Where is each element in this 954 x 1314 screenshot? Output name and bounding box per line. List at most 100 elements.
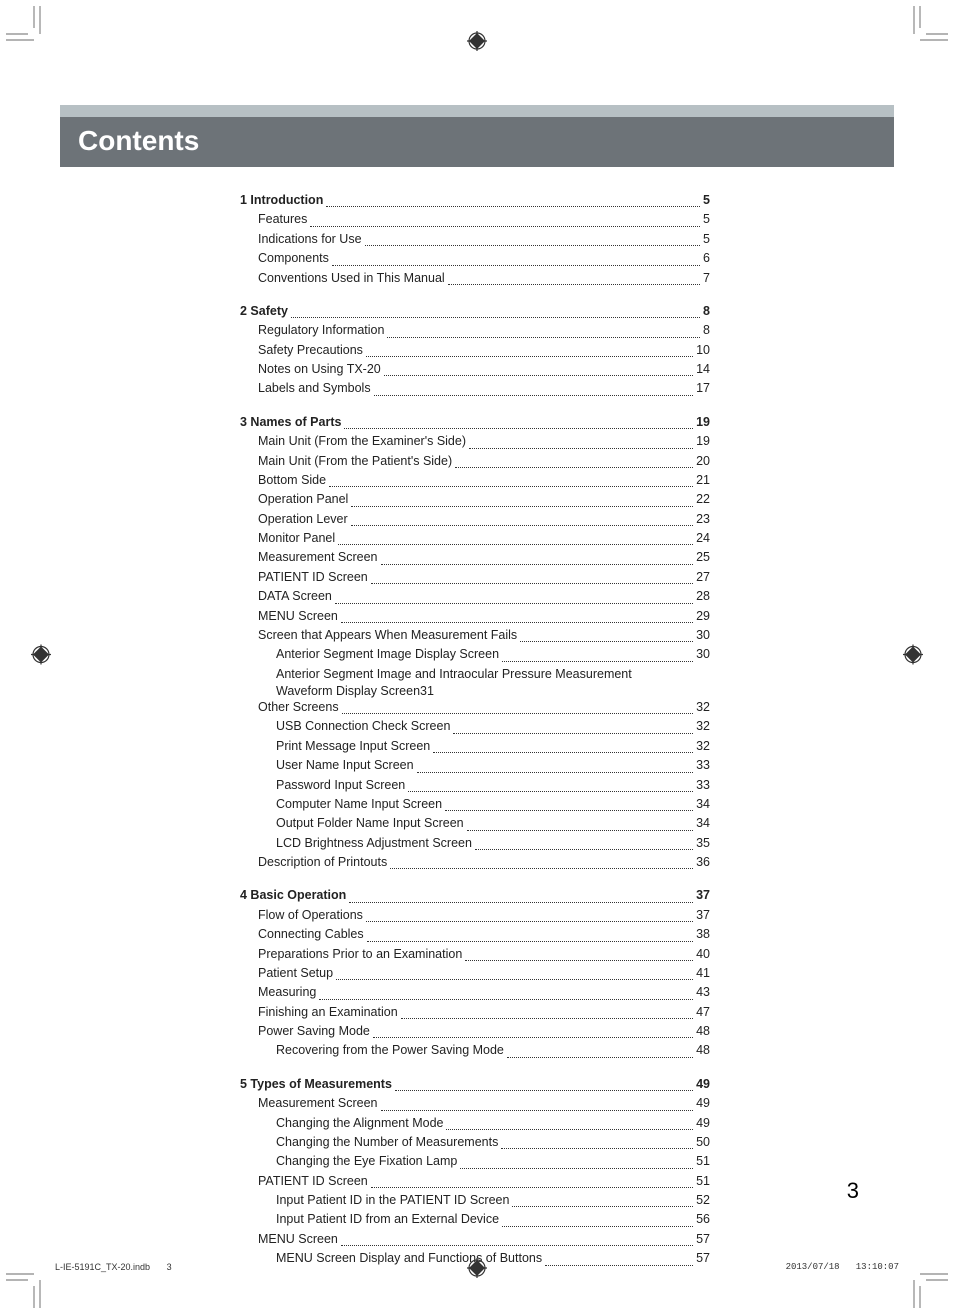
toc-entry: Main Unit (From the Patient's Side)20 [240,452,710,471]
toc-entry-label: 3 Names of Parts [240,413,341,432]
contents-title-bar: Contents [60,105,894,167]
crop-mark-top-right [904,6,948,50]
toc-entry: Notes on Using TX-20 14 [240,360,710,379]
toc-entry-page: 8 [703,302,710,321]
toc-entry-label: Preparations Prior to an Examination [258,945,462,964]
toc-entry-page: 27 [696,568,710,587]
toc-entry: 3 Names of Parts19 [240,413,710,432]
toc-entry: Regulatory Information8 [240,321,710,340]
toc-entry-label: Print Message Input Screen [276,737,430,756]
toc-entry-page: 22 [696,490,710,509]
toc-entry: Print Message Input Screen32 [240,737,710,756]
toc-entry-label: DATA Screen [258,587,332,606]
toc-leader-dots [366,921,693,922]
toc-entry-label: Input Patient ID from an External Device [276,1210,499,1229]
toc-entry-label: USB Connection Check Screen [276,717,450,736]
toc-entry-page: 32 [696,717,710,736]
registration-mark-right [902,644,924,671]
toc-entry: Safety Precautions10 [240,341,710,360]
toc-entry-page: 40 [696,945,710,964]
toc-leader-dots [336,979,693,980]
toc-leader-dots [319,999,693,1000]
toc-entry-page: 50 [696,1133,710,1152]
toc-section: 2 Safety 8Regulatory Information8Safety P… [240,302,710,399]
toc-leader-dots [408,791,693,792]
toc-entry-label: 2 Safety [240,302,288,321]
crop-mark-bottom-right [904,1264,948,1308]
toc-entry: MENU Screen57 [240,1230,710,1249]
toc-leader-dots [446,1129,693,1130]
toc-section: 4 Basic Operation37Flow of Operations37C… [240,886,710,1060]
registration-mark-left [30,644,52,671]
toc-entry-page: 31 [420,684,434,698]
manual-page: Contents 1 Introduction5Features5Indicat… [0,0,954,1314]
toc-leader-dots [332,265,700,266]
toc-entry-page: 7 [703,269,710,288]
toc-entry: 2 Safety 8 [240,302,710,321]
table-of-contents: 1 Introduction5Features5Indications for … [240,191,710,1269]
toc-entry-label: PATIENT ID Screen [258,568,368,587]
toc-entry: Recovering from the Power Saving Mode48 [240,1041,710,1060]
contents-title: Contents [78,125,199,157]
toc-entry: Main Unit (From the Examiner's Side)19 [240,432,710,451]
toc-entry-page: 49 [696,1114,710,1133]
toc-leader-dots [371,1187,693,1188]
toc-entry-page: 37 [696,886,710,905]
toc-entry-page: 33 [696,776,710,795]
toc-entry: Other Screens32 [240,698,710,717]
toc-entry: Finishing an Examination47 [240,1003,710,1022]
toc-entry: 5 Types of Measurements 49 [240,1075,710,1094]
toc-entry: Screen that Appears When Measurement Fai… [240,626,710,645]
toc-section: 5 Types of Measurements 49Measurement Scr… [240,1075,710,1269]
toc-leader-dots [365,245,701,246]
toc-entry-page: 23 [696,510,710,529]
toc-entry: Measurement Screen49 [240,1094,710,1113]
toc-entry-label: Components [258,249,329,268]
toc-leader-dots [453,733,693,734]
toc-entry: PATIENT ID Screen51 [240,1172,710,1191]
toc-entry-label: 5 Types of Measurements [240,1075,392,1094]
toc-entry-page: 8 [703,321,710,340]
toc-entry-label: Operation Panel [258,490,348,509]
toc-leader-dots [390,868,693,869]
toc-leader-dots [520,641,693,642]
toc-entry-label: Bottom Side [258,471,326,490]
toc-entry-page: 57 [696,1230,710,1249]
toc-leader-dots [381,1110,694,1111]
toc-entry-label: Connecting Cables [258,925,364,944]
toc-entry-label: Changing the Alignment Mode [276,1114,443,1133]
toc-entry-page: 43 [696,983,710,1002]
toc-entry-page: 47 [696,1003,710,1022]
toc-entry-label: Computer Name Input Screen [276,795,442,814]
toc-entry-label: Operation Lever [258,510,348,529]
footer-time: 13:10:07 [856,1262,899,1272]
toc-entry-page: 29 [696,607,710,626]
toc-entry: 4 Basic Operation37 [240,886,710,905]
toc-entry: Password Input Screen 33 [240,776,710,795]
toc-entry: Anterior Segment Image Display Screen30 [240,645,710,664]
toc-entry-label: Measuring [258,983,316,1002]
toc-entry-page: 38 [696,925,710,944]
toc-entry-label: Power Saving Mode [258,1022,370,1041]
toc-entry-page: 5 [703,191,710,210]
toc-entry: Conventions Used in This Manual7 [240,269,710,288]
toc-leader-dots [381,564,694,565]
toc-leader-dots [341,1245,693,1246]
toc-entry: Flow of Operations37 [240,906,710,925]
toc-entry: User Name Input Screen33 [240,756,710,775]
toc-entry-label: Password Input Screen [276,776,405,795]
toc-entry-label: Changing the Number of Measurements [276,1133,498,1152]
toc-entry-label: Patient Setup [258,964,333,983]
toc-entry: Input Patient ID from an External Device… [240,1210,710,1229]
toc-entry-label: MENU Screen Display and Functions of But… [276,1249,542,1268]
toc-entry-page: 17 [696,379,710,398]
toc-entry-label: Recovering from the Power Saving Mode [276,1041,504,1060]
toc-entry: Output Folder Name Input Screen34 [240,814,710,833]
toc-leader-dots [395,1090,693,1091]
toc-entry-page: 14 [696,360,710,379]
toc-entry: Labels and Symbols17 [240,379,710,398]
toc-entry: DATA Screen28 [240,587,710,606]
footer-file-info: L-IE-5191C_TX-20.indb 3 [55,1262,172,1272]
toc-entry-page: 49 [696,1075,710,1094]
toc-entry-label: Notes on Using TX-20 [258,360,381,379]
